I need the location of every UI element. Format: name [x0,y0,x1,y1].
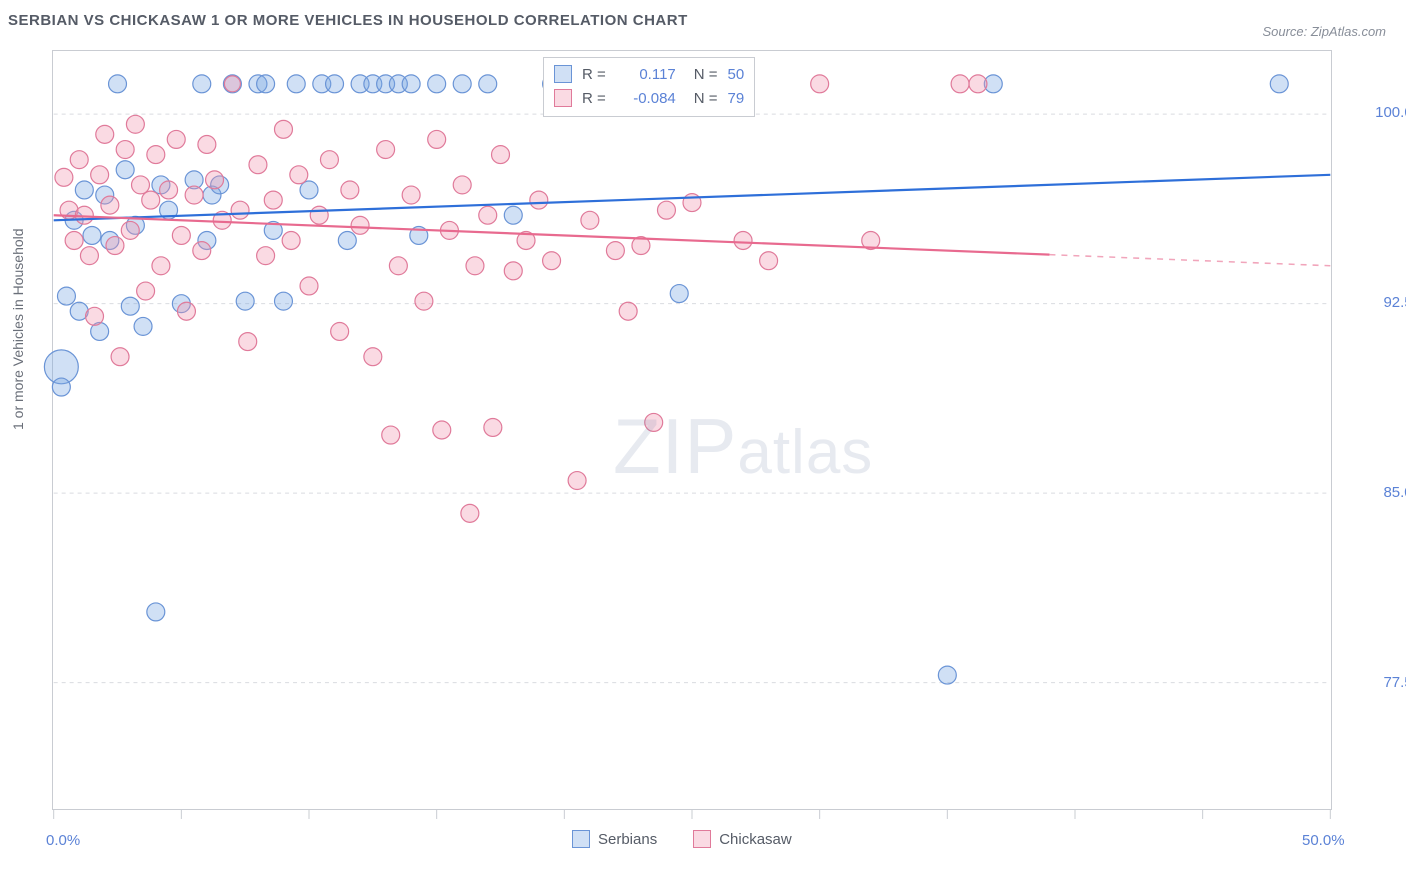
x-tick-label-min: 0.0% [46,832,80,849]
y-tick-label: 92.5% [1346,294,1406,311]
y-tick-label: 77.5% [1346,674,1406,691]
legend-text: R = [582,66,606,83]
correlation-legend: R = 0.117 N = 50 R = -0.084 N = 79 [543,57,755,117]
legend-text: R = [582,90,606,107]
chart-title: SERBIAN VS CHICKASAW 1 OR MORE VEHICLES … [8,12,688,29]
legend-row-serbians: R = 0.117 N = 50 [554,62,744,86]
legend-label: Chickasaw [719,831,792,848]
legend-text: N = [694,90,718,107]
legend-swatch [554,65,572,83]
legend-swatch [554,89,572,107]
legend-row-chickasaw: R = -0.084 N = 79 [554,86,744,110]
scatter-svg [53,51,1331,809]
legend-label: Serbians [598,831,657,848]
legend-text: 0.117 [616,66,676,83]
x-tick-label-max: 50.0% [1302,832,1345,849]
legend-item-chickasaw: Chickasaw [693,830,792,848]
legend-item-serbians: Serbians [572,830,657,848]
plot-area: ZIPatlas R =0.117N =50R =-0.084N =79 [52,50,1332,810]
legend-swatch [693,830,711,848]
legend-text: -0.084 [616,90,676,107]
y-tick-label: 85.0% [1346,484,1406,501]
series-legend: Serbians Chickasaw [572,830,792,848]
legend-text: N = [694,66,718,83]
legend-text: 79 [728,90,745,107]
legend-swatch [572,830,590,848]
legend-text: 50 [728,66,745,83]
y-axis-title: 1 or more Vehicles in Household [10,228,26,430]
source-label: Source: ZipAtlas.com [1262,24,1386,39]
y-tick-label: 100.0% [1346,104,1406,121]
